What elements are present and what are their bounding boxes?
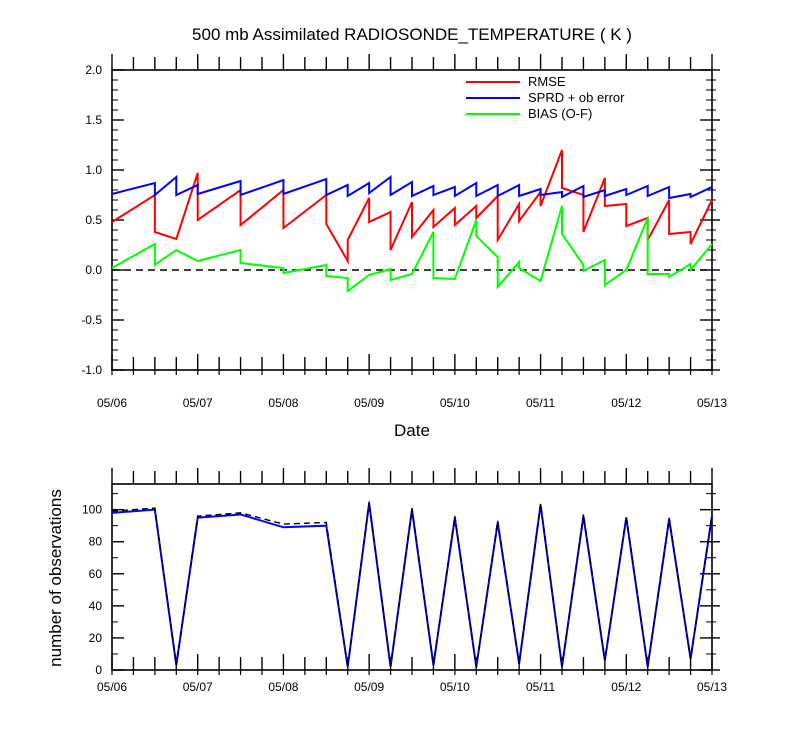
bottom-chart-x-tick-label: 05/06 <box>97 680 127 694</box>
bottom-chart-y-tick-label: 100 <box>82 503 102 517</box>
top-chart-y-tick-label: 0.5 <box>85 213 102 227</box>
bottom-chart-y-tick-label: 20 <box>89 631 103 645</box>
bottom-chart-x-tick-label: 05/07 <box>183 680 213 694</box>
top-chart-x-tick-label: 05/09 <box>354 396 384 410</box>
bottom-chart-x-tick-label: 05/11 <box>526 680 555 694</box>
bottom-chart-x-tick-label: 05/08 <box>268 680 298 694</box>
top-chart-x-tick-label: 05/07 <box>183 396 213 410</box>
bottom-chart-y-tick-label: 60 <box>89 567 103 581</box>
top-chart-title: 500 mb Assimilated RADIOSONDE_TEMPERATUR… <box>192 25 632 44</box>
top-chart-x-axis-label: Date <box>394 421 430 440</box>
bottom-chart-x-tick-label: 05/09 <box>354 680 384 694</box>
top-chart-x-tick-label: 05/13 <box>697 396 727 410</box>
top-chart-y-tick-label: 0.0 <box>85 263 102 277</box>
top-chart-x-tick-label: 05/08 <box>268 396 298 410</box>
bottom-chart-y-tick-label: 40 <box>89 599 103 613</box>
top-chart-x-tick-label: 05/12 <box>611 396 641 410</box>
top-chart-y-tick-label: -1.0 <box>81 363 102 377</box>
bottom-chart-y-tick-label: 0 <box>95 663 102 677</box>
top-chart-x-tick-label: 05/11 <box>526 396 555 410</box>
legend-label: BIAS (O-F) <box>528 106 592 121</box>
bottom-chart-x-tick-label: 05/10 <box>440 680 470 694</box>
legend-label: RMSE <box>528 74 566 89</box>
legend-label: SPRD + ob error <box>528 90 625 105</box>
top-chart-x-tick-label: 05/06 <box>97 396 127 410</box>
bottom-chart-y-tick-label: 80 <box>89 535 103 549</box>
top-chart-y-tick-label: 1.0 <box>85 163 102 177</box>
bottom-chart-y-axis-label: number of observations <box>46 489 65 667</box>
bottom-chart-x-tick-label: 05/12 <box>611 680 641 694</box>
top-chart-x-tick-label: 05/10 <box>440 396 470 410</box>
top-chart-y-tick-label: 2.0 <box>85 63 102 77</box>
bottom-chart-x-tick-label: 05/13 <box>697 680 727 694</box>
top-chart-y-tick-label: -0.5 <box>81 313 102 327</box>
top-chart-y-tick-label: 1.5 <box>85 113 102 127</box>
